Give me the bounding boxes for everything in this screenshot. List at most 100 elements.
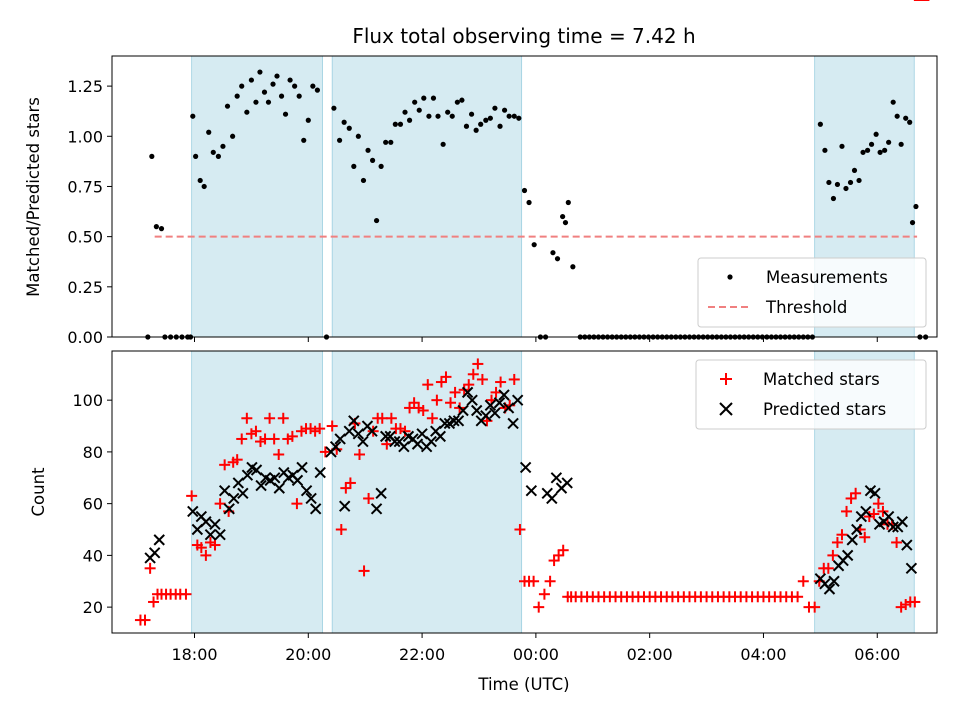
predicted-star-point [269,472,281,484]
measurement-point [383,139,389,145]
measurement-point [843,185,849,192]
bottom-legend: Matched stars Predicted stars [695,359,927,430]
measurement-point [882,147,888,153]
measurement-point [521,187,528,194]
top-x-ticks [194,337,878,342]
matched-star-point [877,505,889,517]
measurement-point [274,73,280,79]
matched-star-point [277,412,289,424]
legend-matched-marker [720,373,732,385]
predicted-star-point [887,521,899,533]
measurement-point [392,121,398,127]
predicted-stars-points [144,386,918,595]
measurement-point [351,163,357,169]
predicted-star-point [305,492,317,505]
matched-star-point [533,601,545,613]
predicted-star-point [314,466,326,479]
predicted-star-point [828,575,840,587]
matched-star-point [841,505,853,517]
bottom-legend-box [695,359,927,430]
matched-star-point [868,508,880,520]
predicted-star-point [502,402,515,414]
predicted-star-point [273,482,285,494]
matched-star-point [495,376,507,388]
bottom-x-tick-label: 02:00 [627,645,673,664]
matched-star-point [490,386,502,398]
measurement-point [839,143,845,149]
measurement-point [193,153,199,159]
measurement-point [506,113,512,119]
measurement-point [292,83,298,89]
matched-star-point [354,448,365,460]
predicted-star-point [896,516,909,528]
predicted-star-point [214,528,226,541]
predicted-star-point [153,534,165,546]
matched-star-point [264,412,276,424]
measurement-point [310,83,316,89]
chart-title: Flux total observing time = 7.42 h [352,24,695,48]
bottom-x-tick-label: 18:00 [171,645,217,664]
predicted-star-point [357,435,369,448]
measurement-point [473,127,479,133]
bottom-y-ticks: 20 40 60 80 100 [72,391,112,617]
matched-star-point [538,588,550,600]
predicted-star-point [425,435,437,448]
predicted-star-point [309,503,322,515]
measurement-point [459,97,465,103]
measurement-point [449,113,455,119]
measurement-point [331,105,337,111]
matched-star-point [544,575,556,587]
measurement-point [898,141,904,147]
measurement-point [440,141,446,147]
predicted-star-point [379,430,392,443]
measurement-point [468,111,475,117]
matched-star-point [399,425,411,437]
matched-star-point [219,459,231,471]
matched-star-point [557,544,569,556]
x-axis-label: Time (UTC) [477,675,569,694]
predicted-star-point [901,539,913,551]
measurement-point [278,93,285,99]
top-y-tick-label: 0.75 [67,177,103,196]
predicted-star-point [561,477,573,489]
measurement-point [907,119,913,125]
legend-matched-label: Matched stars [763,370,880,389]
predicted-star-point [550,472,563,484]
top-y-tick-label: 0.25 [67,278,103,297]
matched-star-point [792,591,804,603]
legend-measurements-marker [727,274,733,280]
predicted-star-point [389,435,401,448]
predicted-star-point [519,461,532,474]
legend-predicted-marker [719,402,733,416]
predicted-star-point [291,474,304,487]
top-legend-box [697,257,927,328]
bottom-x-tick-label: 22:00 [399,645,445,664]
matched-star-point [144,562,156,574]
matched-star-point [467,368,479,380]
matched-star-point [291,498,303,510]
measurement-point [868,141,875,147]
matched-star-point [209,539,221,551]
predicted-star-point [511,394,524,406]
predicted-star-point [343,425,355,437]
predicted-star-point [375,487,387,500]
predicted-star-point [851,523,863,536]
predicted-star-point [204,528,217,541]
matched-star-point [363,492,375,504]
measurement-point [153,224,159,230]
measurement-point [565,199,571,206]
predicted-star-point [228,492,240,505]
matched-star-point [286,430,298,442]
bottom-x-tick-label: 00:00 [513,645,559,664]
top-shaded-interval-1 [331,55,523,338]
legend-threshold-label: Threshold [765,298,847,317]
measurement-point [864,147,871,153]
matched-star-point [139,614,151,626]
predicted-star-point [466,394,478,406]
matched-star-point [514,524,526,536]
measurement-point [435,113,441,119]
matched-star-point [326,420,338,432]
predicted-star-point [869,487,881,500]
predicted-star-point [352,428,365,440]
measurement-point [190,113,196,119]
